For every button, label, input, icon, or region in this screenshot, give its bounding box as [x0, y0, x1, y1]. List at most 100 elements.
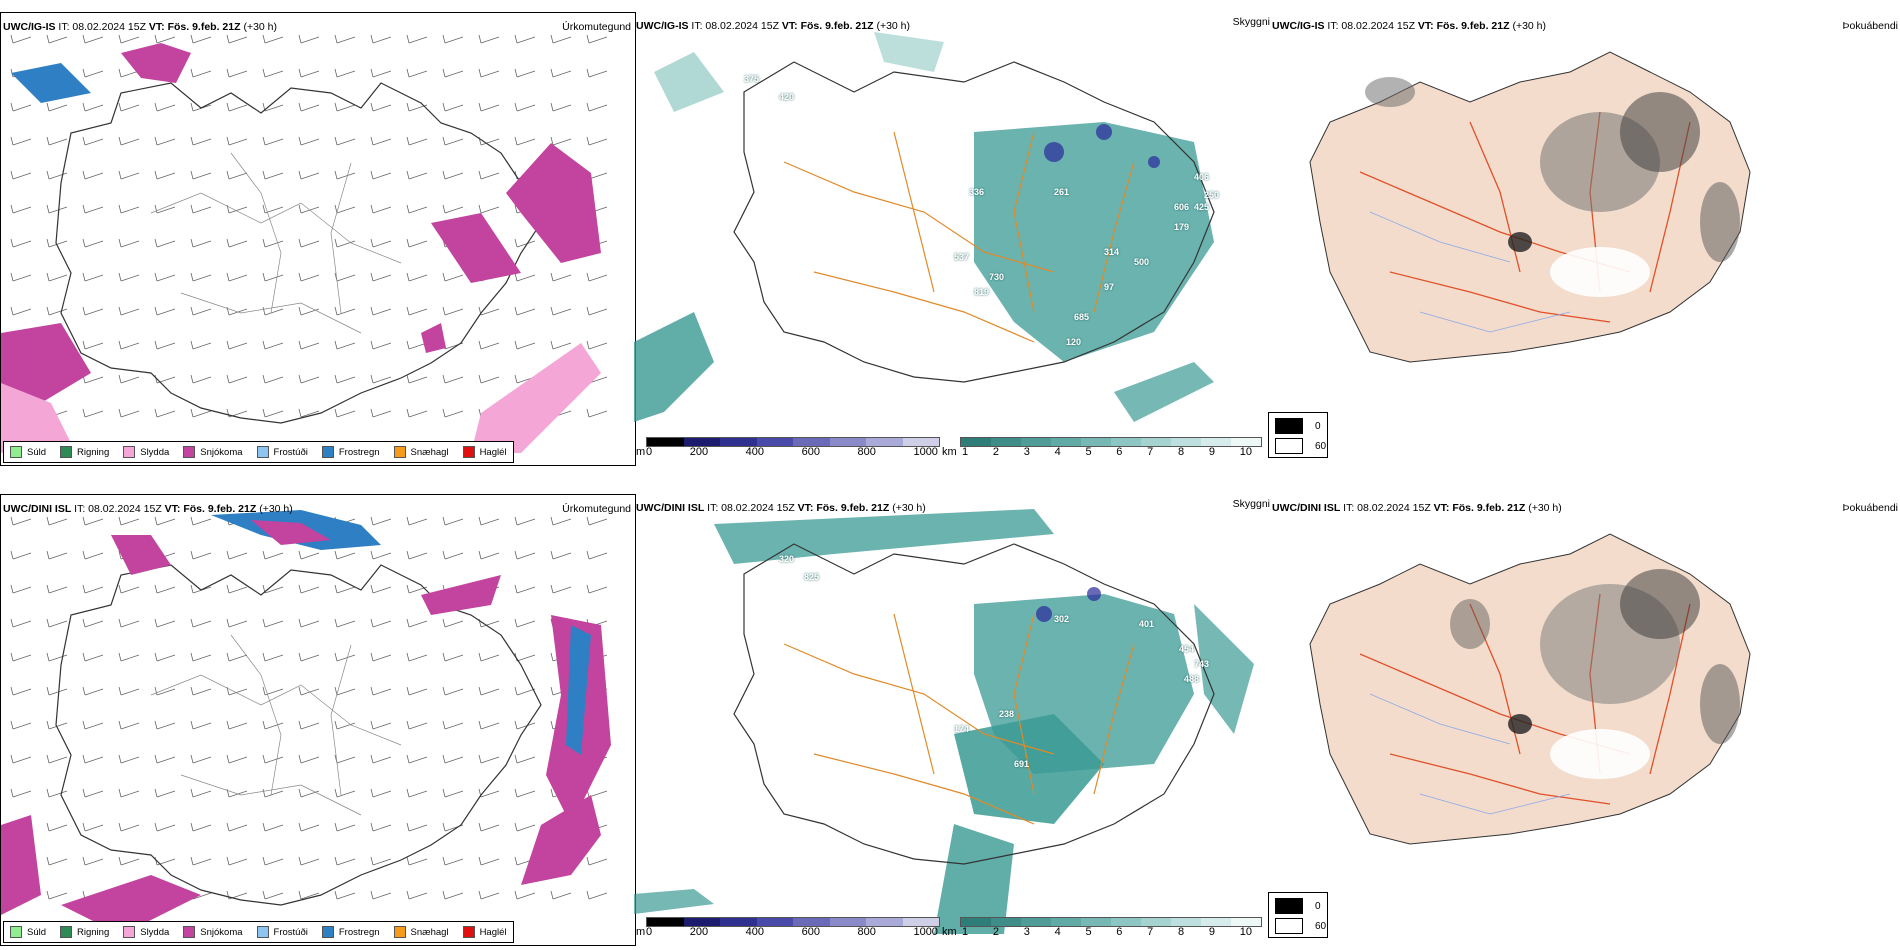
legend-label: Rigning: [77, 446, 110, 458]
it-label: IT: 08.02.2024 15Z: [74, 503, 162, 515]
wind-barb: [226, 618, 248, 628]
fog-header-2: UWC/DINI ISL IT: 08.02.2024 15Z VT: Fös.…: [1272, 502, 1562, 514]
wind-barb: [298, 408, 320, 418]
wind-barb: [370, 306, 392, 316]
wind-barb: [298, 136, 320, 146]
wind-barb: [118, 272, 140, 282]
visibility-panel-1: UWC/IG-IS IT: 08.02.2024 15Z VT: Fös. 9.…: [634, 12, 1270, 464]
wind-barb: [370, 890, 392, 900]
wind-barb: [154, 340, 176, 350]
tick-label: 1: [962, 926, 969, 938]
wind-barb: [334, 720, 356, 730]
wind-barb: [226, 68, 248, 78]
vt-label: VT: Fös. 9.feb. 21Z: [1417, 20, 1510, 32]
wind-barb: [370, 856, 392, 866]
wind-barb: [226, 822, 248, 832]
wind-barb: [190, 374, 212, 384]
vis-m-colorbar-1: [646, 437, 940, 447]
wind-barb: [82, 516, 104, 526]
wind-barb: [334, 238, 356, 248]
tick-label: 6: [1116, 446, 1123, 458]
legend-swatch: [462, 926, 475, 938]
wind-barb: [442, 550, 464, 560]
model-label: UWC/IG-IS: [1272, 20, 1325, 32]
wind-barb: [478, 68, 500, 78]
wind-barb: [190, 170, 212, 180]
visibility-value: 97: [1104, 282, 1115, 292]
wind-barb: [370, 272, 392, 282]
wind-barb: [298, 584, 320, 594]
legend-swatch: [256, 926, 269, 938]
wind-barb: [226, 686, 248, 696]
wind-barb: [226, 170, 248, 180]
wind-barb: [118, 618, 140, 628]
tick-label: 0: [646, 926, 653, 938]
legend-label: Frostregn: [338, 446, 380, 458]
legend-label: Snæhagl: [410, 446, 449, 458]
wind-barb: [406, 754, 428, 764]
wind-barb: [550, 306, 572, 316]
vis-m-unit-2: m: [636, 926, 646, 938]
tick-label: 400: [745, 446, 764, 458]
legend-swatch: [60, 926, 73, 938]
tick-label: 600: [801, 926, 820, 938]
wind-barb: [262, 68, 284, 78]
wind-barb: [262, 408, 284, 418]
wind-barb: [334, 272, 356, 282]
wind-barb: [10, 584, 32, 594]
wind-barb: [118, 102, 140, 112]
wind-barb: [442, 170, 464, 180]
legend-label: Haglél: [479, 926, 507, 938]
wind-barb: [226, 652, 248, 662]
wind-barb: [370, 652, 392, 662]
visibility-value: 537: [954, 252, 970, 262]
visibility-map-1: [634, 32, 1215, 422]
wind-barb: [118, 686, 140, 696]
visibility-value: 406: [1194, 172, 1210, 182]
wind-barb: [478, 720, 500, 730]
wind-barb: [442, 686, 464, 696]
wind-barb: [118, 136, 140, 146]
wind-barb: [442, 34, 464, 44]
tick-label: 400: [745, 926, 764, 938]
precip-panel-2: UWC/DINI ISL IT: 08.02.2024 15Z VT: Fös.…: [0, 494, 636, 946]
tick-label: 1: [962, 446, 969, 458]
wind-barb: [370, 102, 392, 112]
wind-barb: [154, 408, 176, 418]
wind-barb: [334, 408, 356, 418]
wind-barb: [190, 68, 212, 78]
wind-barb: [190, 720, 212, 730]
wind-barb: [586, 306, 608, 316]
legend-swatch: [123, 446, 136, 458]
visibility-value: 730: [989, 272, 1005, 282]
tick-label: 9: [1208, 926, 1215, 938]
legend-item-3: Snjókoma: [183, 926, 243, 938]
wind-barb: [406, 720, 428, 730]
vt-label: VT: Fös. 9.feb. 21Z: [1433, 502, 1526, 514]
legend-swatch: [321, 926, 334, 938]
model-label: UWC/IG-IS: [3, 21, 56, 33]
visibility-value: 819: [974, 287, 990, 297]
wind-barb: [586, 408, 608, 418]
wind-barb: [82, 272, 104, 282]
wind-barb: [10, 516, 32, 526]
wind-barb: [190, 204, 212, 214]
wind-barb: [298, 34, 320, 44]
wind-barb: [226, 550, 248, 560]
wind-barb: [154, 618, 176, 628]
wind-barb: [406, 516, 428, 526]
wind-barb: [514, 550, 536, 560]
wind-barb: [190, 822, 212, 832]
wind-barb: [514, 618, 536, 628]
wind-barb: [118, 652, 140, 662]
wind-barb: [10, 272, 32, 282]
lead-label: (+30 h): [892, 502, 926, 514]
wind-barb: [406, 618, 428, 628]
wind-barb: [298, 374, 320, 384]
wind-barb: [334, 822, 356, 832]
fog-panel-1: UWC/IG-IS IT: 08.02.2024 15Z VT: Fös. 9.…: [1270, 12, 1900, 464]
it-label: IT: 08.02.2024 15Z: [1343, 502, 1431, 514]
legend-label: Snjókoma: [200, 446, 243, 458]
wind-barb: [478, 550, 500, 560]
wind-barb: [298, 170, 320, 180]
